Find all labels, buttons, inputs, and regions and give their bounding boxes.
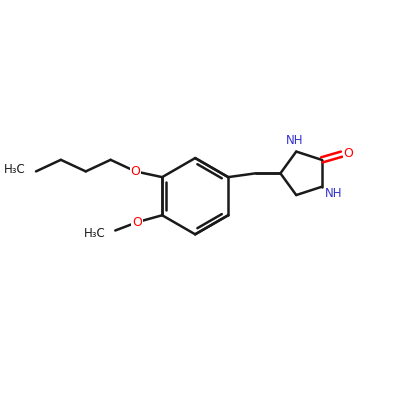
Text: H₃C: H₃C [84,227,106,240]
Text: H₃C: H₃C [4,163,25,176]
Text: O: O [344,146,354,160]
Text: NH: NH [324,187,342,200]
Text: O: O [130,165,140,178]
Text: O: O [132,216,142,229]
Text: NH: NH [286,134,303,147]
